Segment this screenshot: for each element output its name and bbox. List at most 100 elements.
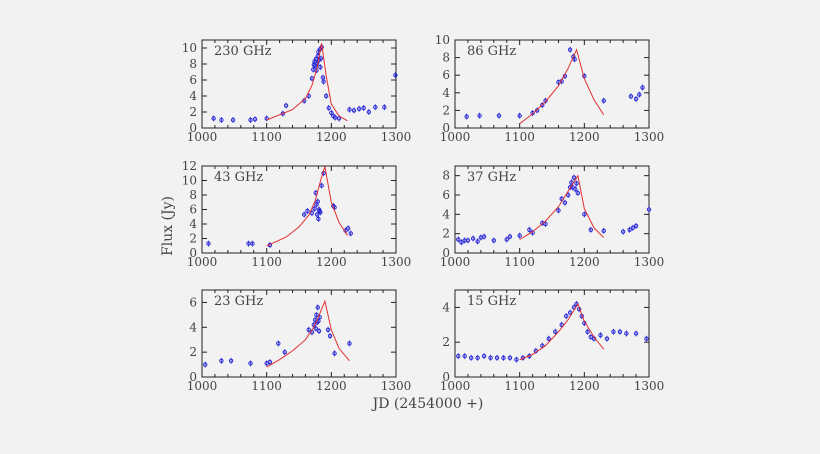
fit-curve (519, 302, 605, 361)
data-point (517, 113, 522, 118)
y-tick-label: 6 (442, 68, 450, 82)
panel-4: 1000 1100 1200 1300 0 2 4 6 23 GHz (187, 289, 412, 393)
y-tick-label: 8 (442, 169, 450, 183)
data-point (345, 226, 351, 231)
data-point (601, 98, 606, 103)
panel-title: 37 GHz (467, 170, 516, 185)
data-point (585, 329, 590, 334)
y-tick-label: 0 (189, 121, 197, 135)
data-point (567, 310, 573, 315)
x-tick-label: 1300 (381, 130, 412, 144)
data-point (617, 329, 623, 334)
data-point (280, 111, 286, 116)
y-tick-label: 6 (189, 73, 197, 87)
panel-frame (201, 39, 397, 129)
data-point (477, 113, 482, 118)
x-tick-label: 1100 (251, 255, 282, 269)
data-point (468, 355, 474, 361)
data-point (351, 108, 357, 113)
x-tick-label: 1100 (504, 379, 535, 393)
data-point (556, 208, 561, 213)
x-tick-label: 1000 (440, 255, 471, 269)
data-point (540, 102, 545, 108)
data-point (327, 333, 333, 339)
data-point (320, 75, 326, 80)
x-tick-label: 1300 (381, 379, 412, 393)
data-point (491, 238, 496, 243)
data-point (333, 115, 338, 120)
data-point (309, 210, 315, 216)
data-point (601, 228, 606, 233)
data-point (228, 358, 234, 364)
data-point (620, 229, 626, 234)
data-point (611, 329, 616, 334)
data-point (316, 216, 321, 222)
data-point (314, 312, 319, 318)
data-point (574, 181, 579, 186)
y-tick-label: 0 (442, 246, 450, 260)
y-tick-label: 4 (189, 89, 197, 103)
data-point (543, 98, 548, 103)
data-point (481, 234, 487, 239)
x-tick-label: 1200 (569, 379, 600, 393)
data-point (326, 105, 331, 111)
data-point (565, 192, 571, 198)
x-tick-label: 1000 (440, 130, 471, 144)
data-point (366, 109, 372, 115)
data-point (514, 357, 519, 362)
y-tick-label: 2 (189, 105, 197, 119)
data-point (543, 221, 548, 227)
data-point (571, 175, 577, 180)
y-tick-label: 2 (189, 232, 197, 246)
data-point (250, 241, 255, 246)
data-point (504, 237, 509, 242)
data-point (464, 114, 469, 119)
data-point (646, 207, 652, 212)
fit-curve (266, 43, 348, 122)
data-point (219, 358, 224, 364)
data-point (534, 108, 540, 113)
data-point (564, 313, 569, 319)
data-point (644, 336, 649, 341)
data-point (488, 355, 493, 361)
y-tick-label: 2 (442, 103, 450, 117)
data-point (211, 116, 216, 121)
y-tick-label: 2 (442, 335, 450, 349)
data-point (248, 361, 253, 366)
x-tick-label: 1000 (187, 255, 218, 269)
data-point (361, 105, 366, 111)
data-point (329, 110, 334, 116)
panel-title: 15 GHz (467, 294, 516, 309)
y-tick-label: 8 (189, 188, 197, 202)
data-point (318, 65, 323, 70)
fit-curve (266, 299, 350, 368)
data-point (462, 353, 467, 359)
y-tick-label: 8 (189, 57, 197, 71)
data-point (373, 105, 378, 110)
data-point (230, 117, 236, 123)
panel-title: 86 GHz (467, 44, 516, 59)
data-point (312, 206, 317, 211)
data-point (314, 212, 320, 217)
y-tick-label: 0 (442, 121, 450, 135)
y-tick-label: 6 (442, 188, 450, 202)
data-point (315, 305, 320, 310)
x-tick-label: 1000 (187, 379, 218, 393)
x-axis-title: JD (2454000 +) (371, 396, 484, 412)
x-tick-label: 1100 (504, 255, 535, 269)
panel-0: 1000 1100 1200 1300 0 2 4 6 8 10 230 GHz (182, 39, 412, 144)
y-tick-label: 10 (182, 41, 197, 55)
data-point (546, 336, 551, 341)
data-point (496, 113, 502, 118)
data-point (475, 239, 480, 244)
y-tick-label: 4 (442, 207, 450, 221)
data-point (332, 351, 337, 356)
fit-curve (266, 166, 348, 247)
y-tick-label: 4 (442, 86, 450, 100)
panel-1: 1000 1100 1200 1300 0 2 4 6 8 10 86 GHz (435, 33, 665, 144)
data-point (248, 117, 253, 123)
data-point (206, 241, 211, 246)
x-tick-label: 1200 (316, 130, 347, 144)
x-tick-label: 1300 (634, 379, 665, 393)
